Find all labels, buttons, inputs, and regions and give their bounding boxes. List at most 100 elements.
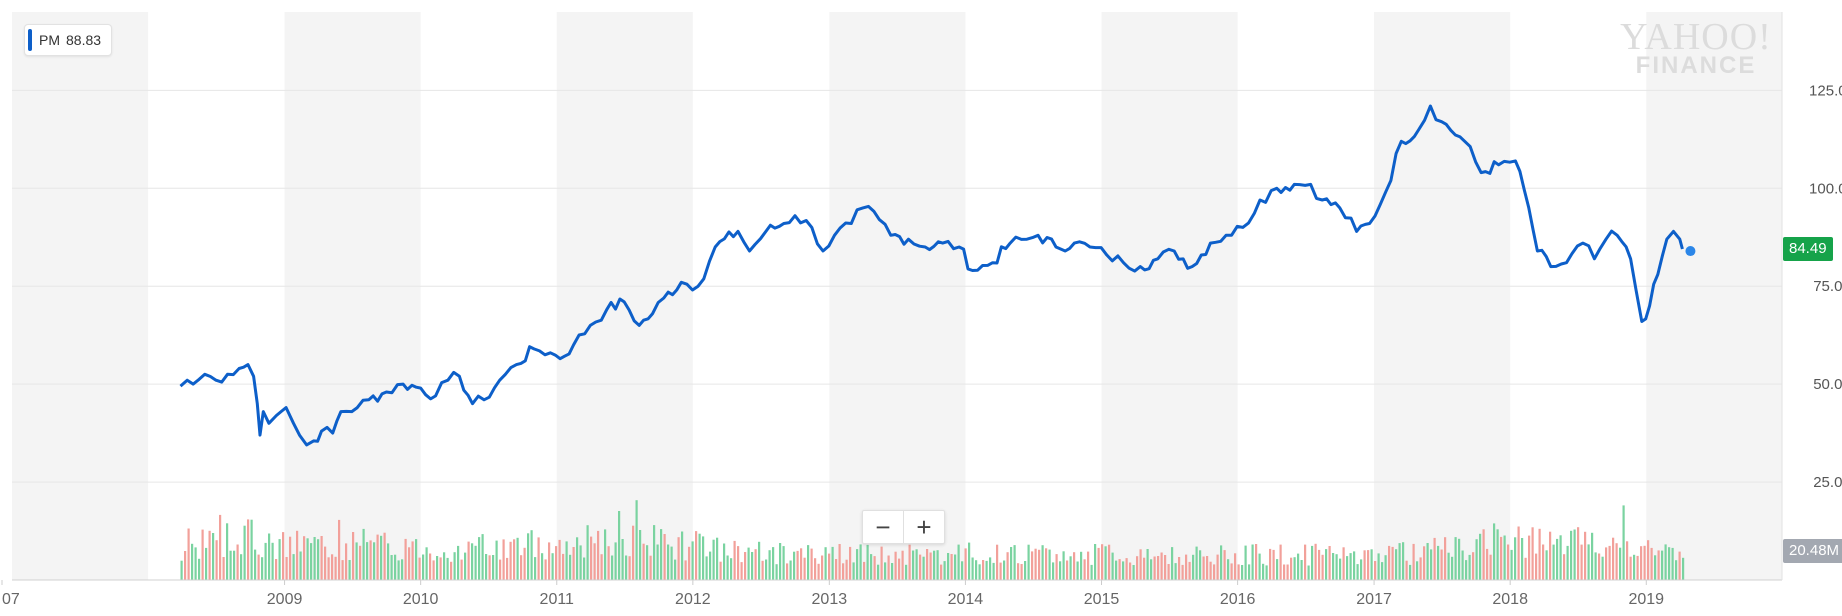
- volume-bar: [411, 541, 414, 580]
- volume-bar: [1549, 531, 1552, 580]
- volume-bar: [737, 546, 740, 580]
- volume-bar: [1276, 559, 1279, 580]
- volume-bar: [485, 554, 488, 580]
- volume-bar: [495, 540, 498, 580]
- volume-bar: [240, 554, 243, 580]
- year-band-2009: [284, 12, 421, 580]
- volume-bar: [1045, 548, 1048, 580]
- volume-bar: [642, 543, 645, 580]
- volume-bar: [597, 530, 600, 580]
- volume-bar: [1160, 552, 1163, 580]
- zoom-in-button[interactable]: +: [903, 511, 944, 543]
- volume-bar: [1668, 547, 1671, 580]
- volume-bar: [1132, 565, 1135, 580]
- volume-bar: [1573, 529, 1576, 580]
- volume-bar: [1314, 543, 1317, 580]
- volume-bar: [992, 562, 995, 580]
- volume-bar: [1220, 545, 1223, 580]
- volume-bar: [1374, 561, 1377, 580]
- volume-bar: [1500, 536, 1503, 580]
- volume-bar: [429, 553, 432, 580]
- volume-bar: [1167, 564, 1170, 580]
- volume-bar: [562, 553, 565, 580]
- volume-bar: [1535, 553, 1538, 580]
- volume-bar: [1094, 544, 1097, 580]
- volume-bar: [1643, 545, 1646, 580]
- volume-bar: [1090, 564, 1093, 580]
- volume-bar: [639, 530, 642, 580]
- volume-bar: [1675, 560, 1678, 580]
- legend-swatch: [28, 29, 32, 51]
- symbol-legend[interactable]: PM 88.83: [24, 24, 113, 56]
- volume-bar: [443, 552, 446, 580]
- y-tick-label: 25.00: [1813, 474, 1842, 491]
- volume-bar: [285, 557, 288, 580]
- volume-bar: [1454, 537, 1457, 580]
- volume-bar: [936, 550, 939, 580]
- y-tick-label: 125.00: [1809, 82, 1842, 99]
- volume-bar: [933, 550, 936, 580]
- volume-bar: [1048, 549, 1051, 580]
- volume-bar: [712, 539, 715, 580]
- volume-bar: [1209, 561, 1212, 580]
- volume-bar: [744, 552, 747, 580]
- volume-bar: [1671, 547, 1674, 580]
- volume-bar: [607, 546, 610, 580]
- volume-bar: [590, 536, 593, 580]
- volume-bar: [1097, 547, 1100, 580]
- volume-bar: [1052, 562, 1055, 580]
- volume-bar: [499, 559, 502, 580]
- volume-bar: [1451, 556, 1454, 580]
- volume-bar: [513, 539, 516, 580]
- volume-bar: [436, 556, 439, 580]
- volume-bar: [397, 560, 400, 580]
- volume-bar: [1111, 552, 1114, 580]
- volume-bar: [957, 544, 960, 580]
- volume-bar: [1248, 564, 1251, 580]
- volume-bar: [1391, 546, 1394, 580]
- volume-bar: [324, 546, 327, 580]
- volume-bar: [751, 552, 754, 580]
- x-axis: 07 2009 2010 2011 2012 2013 2014 2015 2016 2017 20…: [1, 580, 1664, 608]
- volume-bar: [376, 534, 379, 580]
- volume-bar: [534, 557, 537, 580]
- volume-bar: [1136, 556, 1139, 580]
- volume-bar: [740, 562, 743, 580]
- volume-bar: [1122, 561, 1125, 580]
- volume-bar: [1146, 549, 1149, 580]
- volume-bar: [254, 549, 257, 580]
- yahoo-finance-watermark: YAHOO! FINANCE: [1616, 18, 1776, 78]
- volume-bar: [306, 538, 309, 580]
- volume-bar: [1423, 546, 1426, 580]
- volume-bar: [359, 545, 362, 580]
- volume-bar: [670, 546, 673, 580]
- volume-bar: [677, 537, 680, 580]
- volume-bar: [1521, 538, 1524, 580]
- volume-bar: [271, 542, 274, 580]
- volume-bar: [408, 547, 411, 580]
- volume-bar: [1115, 560, 1118, 580]
- volume-bar: [1059, 561, 1062, 580]
- volume-bar: [971, 557, 974, 580]
- volume-bar: [985, 560, 988, 580]
- volume-bar: [1514, 537, 1517, 580]
- volume-bar: [824, 547, 827, 580]
- volume-bar: [222, 557, 225, 580]
- volume-bar: [880, 546, 883, 580]
- volume-bar: [1041, 545, 1044, 580]
- volume-bar: [1384, 555, 1387, 580]
- volume-bar: [1258, 553, 1261, 580]
- volume-bar: [922, 556, 925, 580]
- volume-bar: [1475, 539, 1478, 580]
- volume-bar: [383, 532, 386, 580]
- volume-bar: [425, 547, 428, 580]
- volume-bar: [1174, 563, 1177, 580]
- zoom-out-button[interactable]: −: [875, 511, 891, 542]
- volume-bar: [1286, 564, 1289, 580]
- x-tick-label: 2015: [1084, 591, 1120, 608]
- volume-bar: [1542, 544, 1545, 580]
- volume-bar: [1517, 526, 1520, 580]
- x-tick-label: 07: [2, 591, 20, 608]
- volume-bar: [1444, 537, 1447, 580]
